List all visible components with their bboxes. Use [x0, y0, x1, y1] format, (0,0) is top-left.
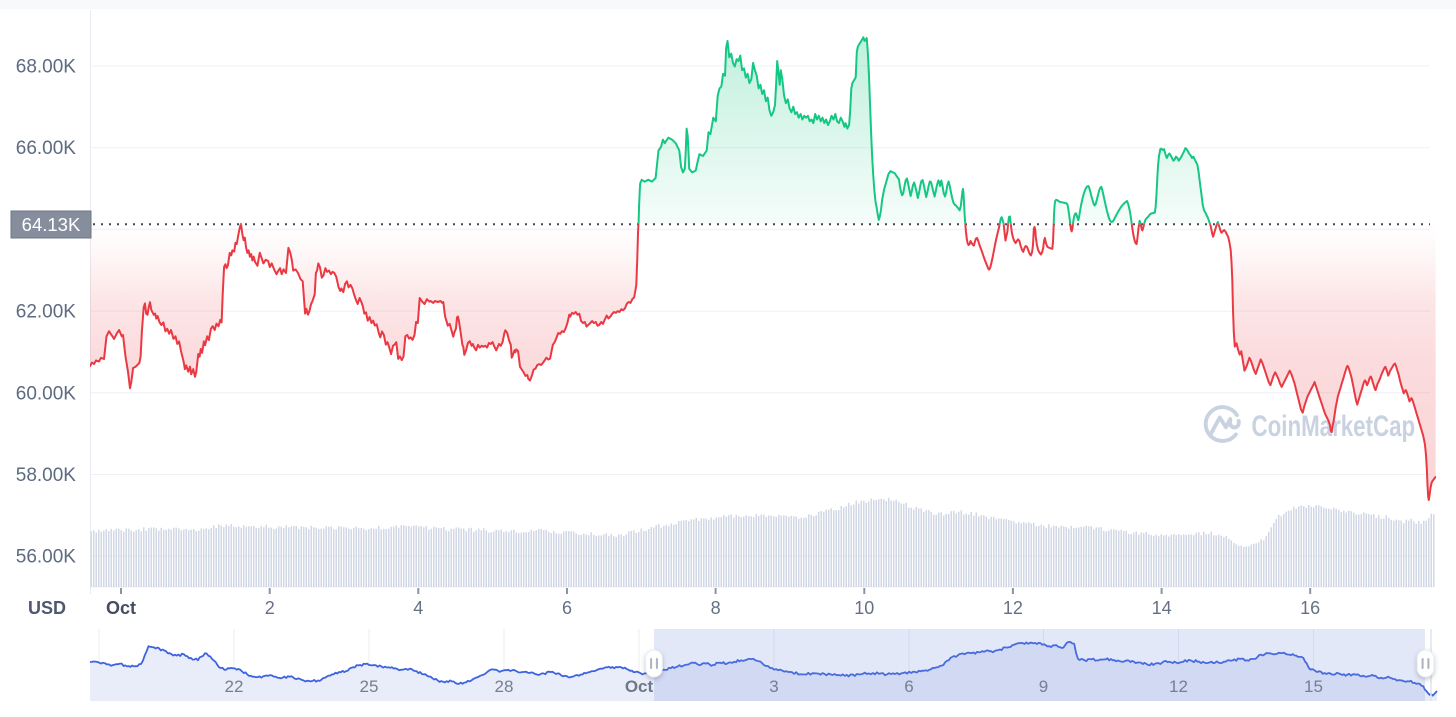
svg-text:22: 22: [225, 677, 244, 696]
svg-text:8: 8: [711, 598, 721, 618]
svg-text:15: 15: [1304, 677, 1323, 696]
svg-text:3: 3: [769, 677, 778, 696]
svg-text:14: 14: [1152, 598, 1172, 618]
svg-text:6: 6: [904, 677, 913, 696]
svg-text:9: 9: [1039, 677, 1048, 696]
svg-text:56.00K: 56.00K: [16, 547, 77, 568]
svg-text:28: 28: [495, 677, 514, 696]
svg-text:10: 10: [854, 598, 874, 618]
svg-text:25: 25: [360, 677, 379, 696]
svg-text:Oct: Oct: [106, 598, 136, 618]
svg-text:Oct: Oct: [625, 677, 654, 696]
svg-text:68.00K: 68.00K: [16, 57, 77, 78]
svg-text:12: 12: [1169, 677, 1188, 696]
svg-text:4: 4: [413, 598, 423, 618]
svg-text:16: 16: [1300, 598, 1320, 618]
svg-text:64.13K: 64.13K: [22, 214, 81, 235]
svg-text:2: 2: [265, 598, 275, 618]
svg-text:58.00K: 58.00K: [16, 465, 77, 486]
svg-text:66.00K: 66.00K: [16, 138, 77, 159]
svg-text:12: 12: [1003, 598, 1023, 618]
svg-text:62.00K: 62.00K: [16, 302, 77, 323]
svg-text:60.00K: 60.00K: [16, 383, 77, 404]
svg-text:USD: USD: [28, 598, 66, 618]
svg-text:6: 6: [562, 598, 572, 618]
